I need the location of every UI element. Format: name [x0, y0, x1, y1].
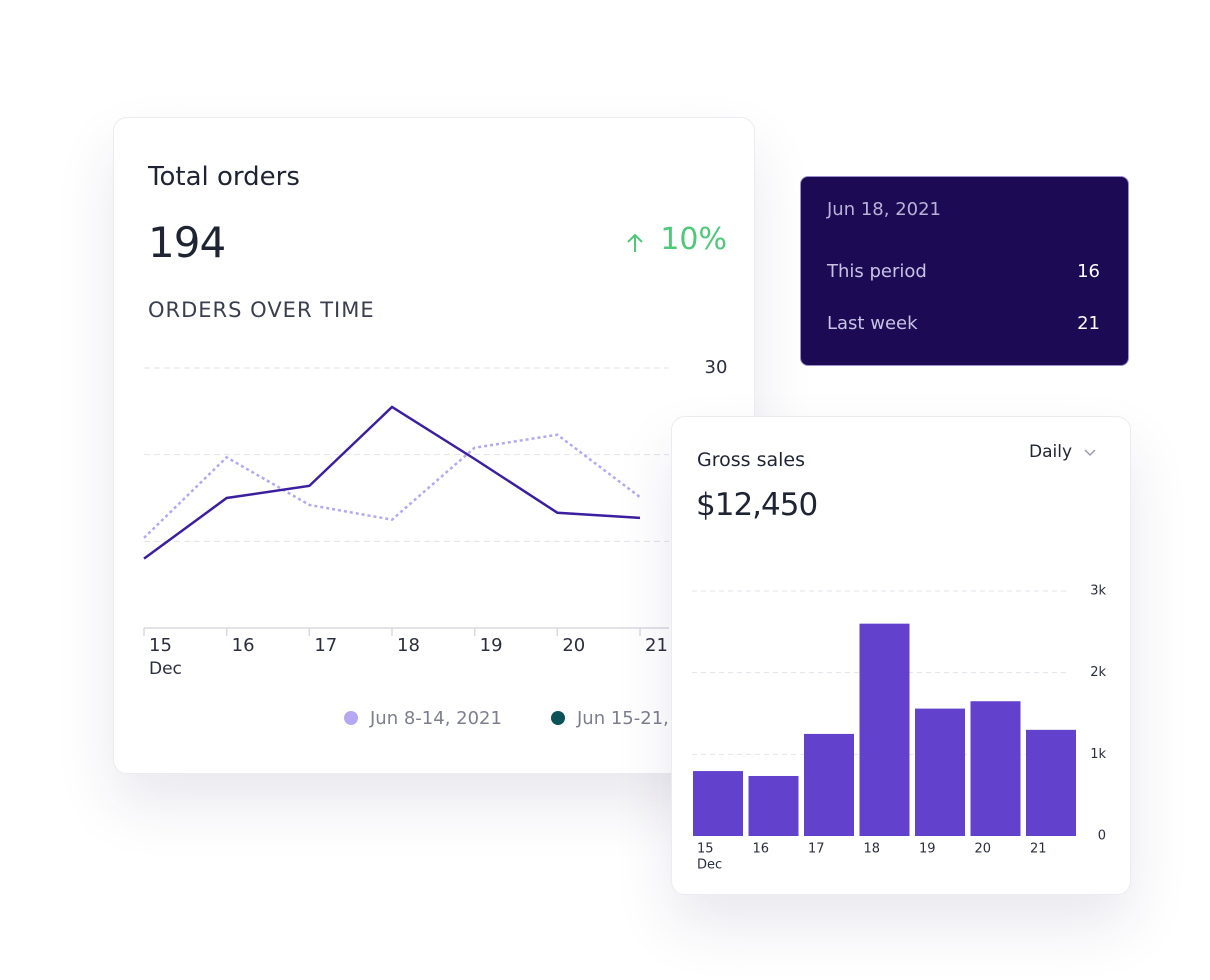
bar	[693, 771, 743, 836]
total-value: $12,450	[696, 487, 818, 523]
change-value: 10%	[660, 222, 727, 257]
up-arrow-icon	[627, 233, 643, 252]
tooltip: Jun 18, 2021 This period 16 Last week 21	[800, 176, 1129, 366]
row-value: 16	[1077, 261, 1100, 282]
x-tick-label: 20	[562, 635, 585, 656]
x-tick-label: 17	[314, 635, 337, 656]
card-title: Gross sales	[697, 449, 805, 471]
x-tick-label: 16	[753, 842, 770, 857]
y-tick-label: 2k	[1090, 665, 1106, 680]
tooltip-date: Jun 18, 2021	[827, 199, 942, 220]
y-tick-label: 30	[705, 357, 728, 378]
row-label: Last week	[827, 313, 918, 334]
x-tick-label: 19	[480, 635, 503, 656]
legend-label: Jun 8-14, 2021	[369, 708, 502, 729]
row-value: 21	[1077, 313, 1100, 334]
bar	[915, 708, 965, 836]
x-tick-label: 21	[1030, 842, 1047, 857]
series-line	[143, 405, 641, 560]
x-tick-label: 18	[397, 635, 420, 656]
chart-subtitle: ORDERS OVER TIME	[148, 298, 375, 322]
legend-marker	[551, 711, 565, 725]
x-tick-label: 17	[808, 842, 825, 857]
bar	[748, 775, 799, 836]
chevron-icon[interactable]	[1083, 448, 1097, 458]
x-tick-label: 21	[645, 635, 668, 656]
x-tick-label: 20	[975, 842, 992, 857]
bar	[970, 701, 1021, 836]
card-title: Total orders	[148, 162, 300, 192]
bar	[804, 733, 854, 836]
row-label: This period	[827, 261, 927, 282]
x-tick-label: 15	[149, 635, 172, 656]
x-tick-label: 16	[232, 635, 255, 656]
line-chart: 010203015161718192021DecJun 8-14, 2021Ju…	[143, 357, 728, 729]
series-line	[143, 433, 641, 539]
total-value: 194	[148, 218, 226, 267]
period-dropdown[interactable]: Daily	[1028, 442, 1072, 462]
orders-card: Total orders 194 10% ORDERS OVER TIME 01…	[113, 117, 755, 774]
x-tick-label: 18	[864, 842, 881, 857]
legend-marker	[344, 711, 358, 725]
x-tick-label: 19	[919, 842, 936, 857]
x-sublabel: Dec	[149, 659, 182, 679]
bar	[859, 623, 910, 836]
bar	[1026, 729, 1076, 836]
y-tick-label: 0	[1098, 829, 1106, 844]
y-tick-label: 3k	[1090, 584, 1106, 599]
x-sublabel: Dec	[697, 858, 722, 873]
sales-card: Gross sales Daily $12,450 0 1k 2k 3k 15 16 17 1…	[671, 416, 1131, 895]
bar-chart: 0 1k 2k 3k 15 16 17 18 19 20 21 Dec	[692, 584, 1106, 873]
y-tick-label: 1k	[1090, 747, 1106, 762]
x-tick-label: 15	[697, 842, 714, 857]
